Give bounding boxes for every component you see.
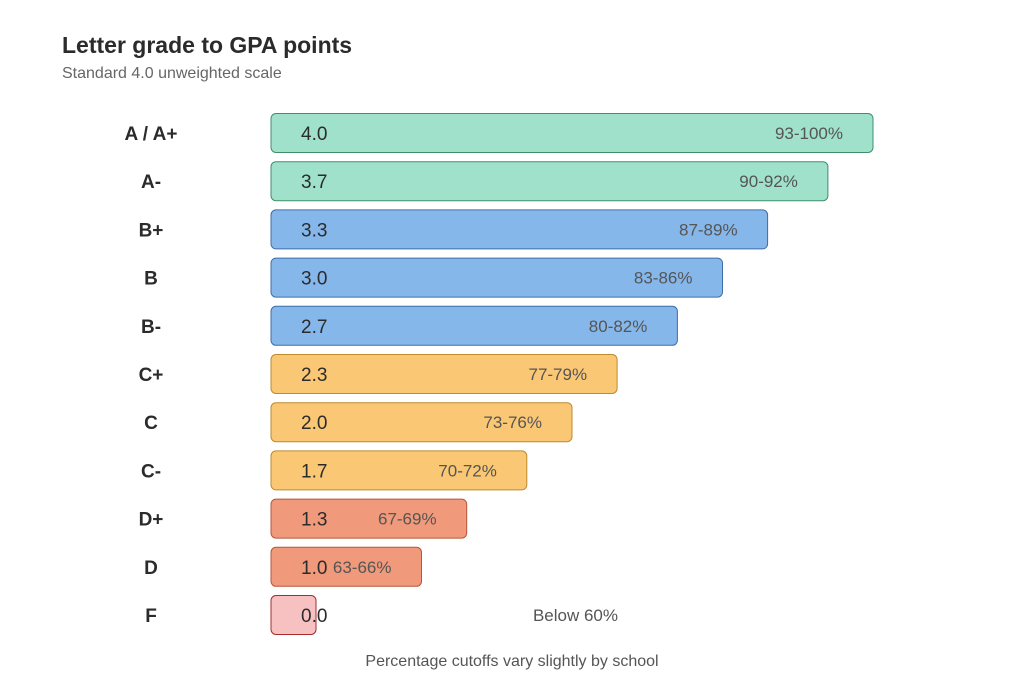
category-label-1: A- xyxy=(141,172,161,193)
value-label-7: 1.7 xyxy=(301,461,327,482)
chart-title: Letter grade to GPA points xyxy=(62,32,353,58)
category-label-5: C+ xyxy=(139,365,164,386)
bar-b-2 xyxy=(270,209,769,250)
value-label-5: 2.3 xyxy=(301,365,327,386)
range-label-5: 77-79% xyxy=(528,365,587,384)
category-label-0: A / A+ xyxy=(125,124,178,145)
bar-d-8 xyxy=(270,498,468,539)
bar-d-9 xyxy=(270,546,422,587)
category-label-8: D+ xyxy=(139,510,164,531)
range-label-2: 87-89% xyxy=(679,220,738,239)
category-label-7: C- xyxy=(141,461,161,482)
value-label-3: 3.0 xyxy=(301,269,327,290)
range-label-8: 67-69% xyxy=(378,510,437,529)
range-label-9: 63-66% xyxy=(333,558,392,577)
value-label-6: 2.0 xyxy=(301,413,327,434)
bar-c-7 xyxy=(270,450,528,491)
value-label-0: 4.0 xyxy=(301,124,327,145)
bar-a-a-0 xyxy=(270,113,874,153)
chart-subtitle: Standard 4.0 unweighted scale xyxy=(62,65,282,82)
category-label-9: D xyxy=(144,558,158,579)
range-label-3: 83-86% xyxy=(634,269,693,288)
bar-f-10 xyxy=(270,595,317,635)
bar-b-3 xyxy=(270,257,723,298)
range-label-1: 90-92% xyxy=(739,172,798,191)
value-label-9: 1.0 xyxy=(301,558,327,579)
value-label-2: 3.3 xyxy=(301,220,327,241)
value-label-1: 3.7 xyxy=(301,172,327,193)
bar-c-6 xyxy=(270,402,573,443)
bar-a-1 xyxy=(270,161,829,202)
range-label-0: 93-100% xyxy=(775,124,843,143)
category-label-10: F xyxy=(145,606,157,627)
value-label-8: 1.3 xyxy=(301,510,327,531)
bar-b-4 xyxy=(270,305,678,346)
value-label-10: 0.0 xyxy=(301,606,327,627)
category-label-3: B xyxy=(144,269,158,290)
range-label-4: 80-82% xyxy=(589,317,648,336)
value-label-4: 2.7 xyxy=(301,317,327,338)
chart-footnote: Percentage cutoffs vary slightly by scho… xyxy=(365,653,659,670)
range-label-6: 73-76% xyxy=(483,413,542,432)
category-label-4: B- xyxy=(141,317,161,338)
category-label-2: B+ xyxy=(139,220,164,241)
range-label-7: 70-72% xyxy=(438,461,497,480)
range-label-10: Below 60% xyxy=(533,606,618,625)
category-label-6: C xyxy=(144,413,158,434)
bar-c-5 xyxy=(270,354,618,394)
